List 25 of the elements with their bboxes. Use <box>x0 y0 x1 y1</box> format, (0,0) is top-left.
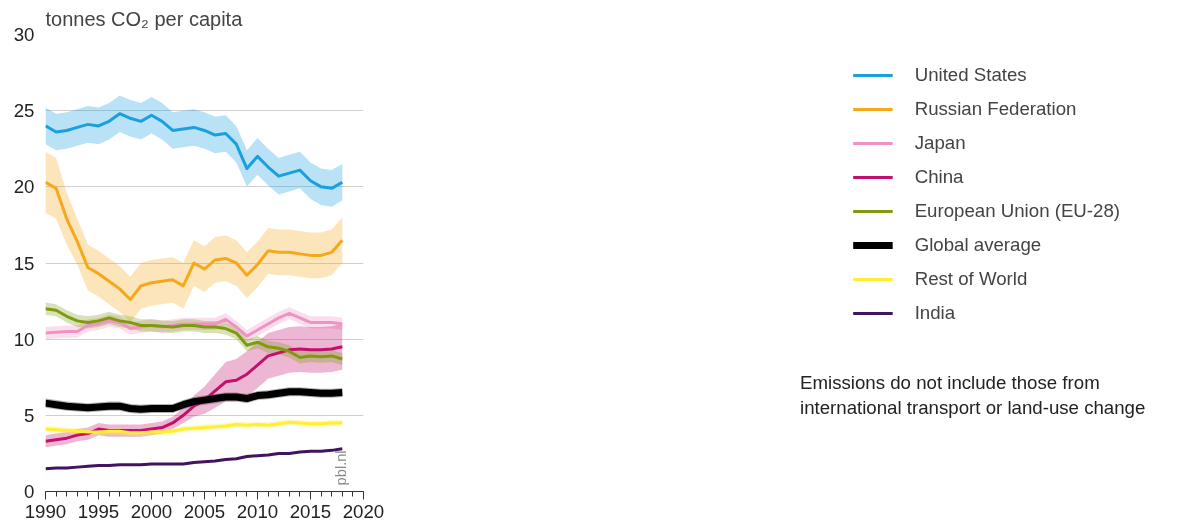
x-tick-label: 1990 <box>24 500 67 522</box>
legend-label: European Union (EU-28) <box>914 200 1120 222</box>
legend-label: China <box>914 166 964 188</box>
annotation: pbl.nl <box>332 450 349 486</box>
y-tick-label: 10 <box>13 328 35 350</box>
legend-label: Rest of World <box>914 268 1028 290</box>
x-tick-label: 2005 <box>183 500 226 522</box>
y-tick-label: 25 <box>13 100 35 122</box>
x-tick-label: 2010 <box>236 500 279 522</box>
x-tick-label: 2020 <box>342 500 385 522</box>
y-axis-title: tonnes CO₂ per capita <box>45 7 244 30</box>
x-tick-label: 2015 <box>289 500 332 522</box>
legend-label: Russian Federation <box>914 98 1077 120</box>
y-tick-label: 5 <box>24 404 35 426</box>
y-tick-label: 15 <box>13 252 35 274</box>
text: Emissions do not include those from international transport or land-use change <box>800 371 1147 421</box>
y-tick-label: 30 <box>13 24 35 45</box>
x-tick-label: 1995 <box>77 500 120 522</box>
legend-label: Japan <box>914 132 966 154</box>
y-tick-label: 0 <box>24 481 35 502</box>
x-tick-label: 2000 <box>130 500 173 522</box>
legend-label: Global average <box>914 234 1042 256</box>
legend-label: United States <box>914 64 1027 86</box>
y-tick-label: 20 <box>13 176 35 198</box>
legend-label: India <box>914 302 956 324</box>
